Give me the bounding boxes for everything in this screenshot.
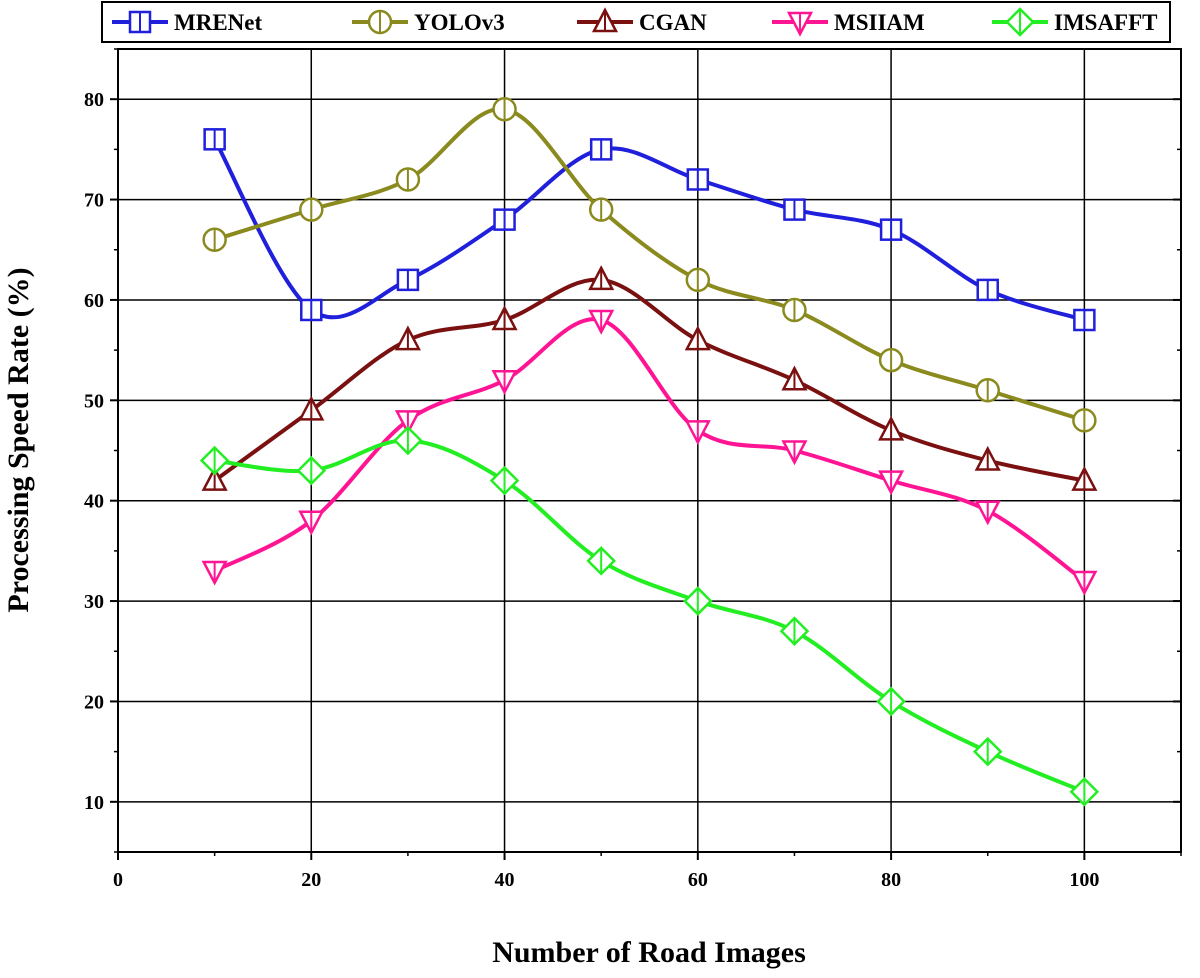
data-point-yolov3-90	[975, 378, 1000, 403]
y-tick-label: 10	[84, 792, 104, 814]
y-tick-label: 50	[84, 390, 104, 412]
data-point-imsafft-90	[972, 736, 1003, 767]
x-tick-label: 40	[495, 869, 515, 891]
legend-label: IMSAFFT	[1054, 10, 1158, 35]
y-tick-label: 20	[84, 691, 104, 713]
data-point-msiiam-100	[1071, 570, 1098, 596]
x-tick-label: 60	[688, 869, 708, 891]
data-point-imsafft-60	[683, 586, 713, 616]
legend-label: MRENet	[174, 10, 262, 35]
x-tick-label: 0	[113, 869, 123, 891]
data-point-yolov3-60	[685, 267, 711, 293]
data-point-cgan-100	[1071, 465, 1098, 491]
data-point-cgan-70	[781, 365, 808, 391]
data-point-imsafft-20	[296, 455, 327, 486]
data-point-yolov3-20	[299, 197, 324, 222]
data-point-cgan-80	[878, 415, 905, 441]
legend-item-yolov3: YOLOv3	[352, 9, 505, 35]
legend-marker-mrenet	[128, 10, 152, 34]
data-point-imsafft-10	[199, 445, 230, 476]
data-point-imsafft-80	[876, 686, 906, 717]
legend-items: MRENet YOLOv3 CGAN MSIIAM IMSAFFT	[112, 7, 1158, 37]
legend-item-cgan: CGAN	[577, 7, 707, 35]
legend-label: MSIIAM	[834, 10, 925, 35]
x-tick-label: 100	[1069, 869, 1099, 891]
grid-layer	[118, 49, 1181, 852]
data-point-msiiam-70	[781, 440, 808, 466]
plot-frame	[117, 48, 1182, 853]
data-point-msiiam-40	[491, 369, 518, 395]
y-tick-label: 60	[84, 290, 104, 312]
data-point-mrenet-100	[1073, 308, 1096, 332]
legend-label: YOLOv3	[414, 10, 505, 35]
y-tick-label: 70	[84, 190, 104, 212]
series-line-msiiam	[213, 317, 1086, 583]
data-point-yolov3-30	[395, 167, 421, 192]
series-line-yolov3	[214, 107, 1085, 423]
series-msiiam	[201, 309, 1098, 596]
y-tick-label: 40	[84, 491, 104, 513]
data-point-mrenet-30	[396, 268, 420, 292]
data-point-yolov3-70	[782, 297, 807, 323]
legend-marker-cgan	[591, 7, 619, 33]
data-point-mrenet-40	[493, 208, 516, 231]
series-imsafft	[199, 425, 1100, 807]
data-point-imsafft-100	[1069, 777, 1100, 807]
data-point-imsafft-50	[586, 546, 616, 576]
data-point-mrenet-20	[300, 298, 323, 322]
legend-item-imsafft: IMSAFFT	[992, 7, 1158, 37]
data-point-yolov3-100	[1072, 408, 1097, 433]
data-point-cgan-20	[298, 395, 325, 421]
tick-layer: 10 20 30 40 50 60 70 80 0 20 40 60 80 100	[84, 48, 1182, 891]
data-point-cgan-60	[684, 325, 711, 351]
y-tick-label: 30	[84, 591, 104, 613]
x-tick-label: 80	[881, 869, 901, 891]
series-yolov3	[202, 96, 1097, 433]
y-axis-title: Processing Speed Rate (%)	[2, 267, 35, 612]
data-point-imsafft-40	[489, 465, 520, 496]
data-point-msiiam-90	[974, 500, 1001, 526]
data-point-msiiam-50	[588, 309, 615, 335]
data-point-imsafft-70	[779, 616, 810, 646]
data-point-mrenet-80	[879, 218, 903, 241]
data-point-yolov3-10	[202, 227, 227, 252]
x-axis-title: Number of Road Images	[492, 936, 806, 969]
series-layer	[199, 96, 1100, 807]
legend-item-msiiam: MSIIAM	[772, 10, 925, 37]
y-tick-label: 80	[84, 89, 104, 111]
data-point-imsafft-30	[393, 425, 423, 456]
series-line-imsafft	[214, 438, 1086, 794]
legend-marker-yolov3	[367, 9, 393, 35]
data-point-msiiam-10	[201, 560, 228, 586]
data-point-mrenet-90	[976, 278, 999, 302]
data-point-yolov3-80	[878, 347, 904, 373]
data-point-cgan-30	[394, 325, 421, 351]
series-mrenet	[203, 128, 1096, 332]
data-point-mrenet-60	[686, 168, 710, 191]
legend-item-mrenet: MRENet	[112, 10, 262, 35]
data-point-cgan-50	[588, 265, 615, 291]
data-point-mrenet-70	[783, 198, 806, 221]
legend-label: CGAN	[639, 10, 707, 35]
legend: MRENet YOLOv3 CGAN MSIIAM IMSAFFT	[101, 1, 1171, 43]
series-cgan	[201, 265, 1098, 491]
data-point-yolov3-40	[492, 96, 517, 122]
x-tick-label: 20	[301, 869, 321, 891]
data-point-mrenet-10	[203, 128, 226, 151]
data-point-msiiam-80	[878, 470, 905, 496]
data-point-msiiam-60	[684, 420, 711, 446]
data-point-cgan-90	[974, 445, 1001, 471]
data-point-msiiam-20	[298, 510, 325, 536]
series-line-mrenet	[212, 138, 1085, 322]
data-point-cgan-40	[491, 305, 518, 331]
legend-marker-msiiam	[786, 11, 814, 37]
data-point-yolov3-50	[588, 197, 614, 222]
legend-marker-imsafft	[1005, 7, 1035, 37]
series-line-cgan	[213, 277, 1085, 483]
data-point-mrenet-50	[589, 138, 613, 161]
